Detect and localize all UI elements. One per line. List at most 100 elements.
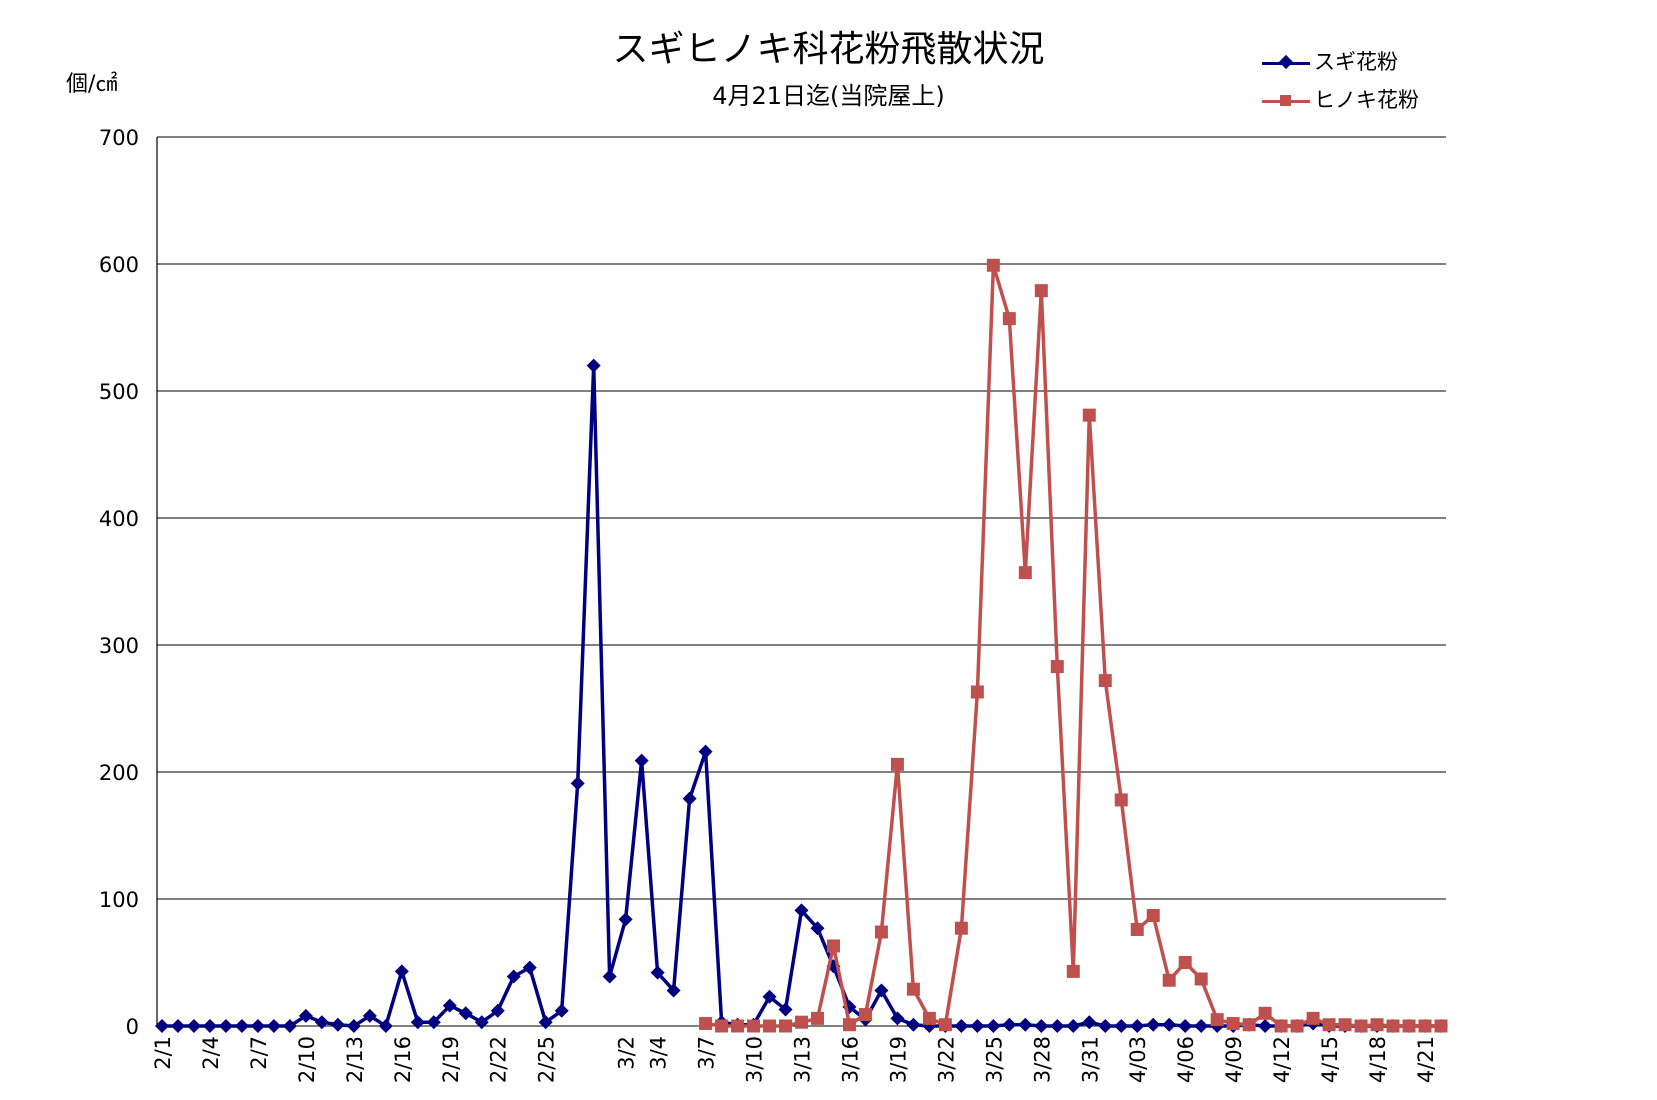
data-point-sugi-39 bbox=[778, 1002, 793, 1017]
x-tick-label-2-16: 2/16 bbox=[391, 1036, 415, 1083]
y-tick-label-700: 700 bbox=[99, 126, 139, 150]
data-point-sugi-21 bbox=[490, 1003, 505, 1018]
x-tick-label-3-4: 3/4 bbox=[647, 1036, 671, 1070]
data-point-sugi-53 bbox=[1002, 1017, 1017, 1032]
data-point-sugi-27 bbox=[586, 358, 601, 373]
data-point-sugi-17 bbox=[426, 1015, 441, 1030]
legend-item-hinoki: ヒノキ花粉 bbox=[1262, 84, 1419, 114]
x-tick-label-2-7: 2/7 bbox=[247, 1036, 271, 1070]
data-point-sugi-31 bbox=[650, 965, 665, 980]
data-point-sugi-20 bbox=[474, 1015, 489, 1030]
data-point-hinoki-71 bbox=[1290, 1019, 1304, 1033]
data-point-sugi-13 bbox=[362, 1008, 377, 1023]
data-point-sugi-11 bbox=[330, 1017, 345, 1032]
data-point-hinoki-58 bbox=[1082, 408, 1096, 422]
data-point-hinoki-56 bbox=[1050, 660, 1064, 674]
legend-swatch-sugi bbox=[1262, 54, 1310, 70]
x-tick-label-4-15: 4/15 bbox=[1318, 1036, 1342, 1083]
data-point-hinoki-63 bbox=[1162, 973, 1176, 987]
chart-title: スギヒノキ科花粉飛散状況 bbox=[612, 29, 1045, 70]
data-point-hinoki-60 bbox=[1114, 793, 1128, 807]
data-point-sugi-2 bbox=[186, 1019, 201, 1033]
data-point-hinoki-69 bbox=[1258, 1006, 1272, 1020]
data-point-sugi-24 bbox=[538, 1015, 553, 1030]
x-tick-label-3-22: 3/22 bbox=[934, 1036, 958, 1083]
data-point-hinoki-35 bbox=[715, 1019, 729, 1033]
series-line-sugi bbox=[162, 363, 1441, 1028]
data-point-sugi-3 bbox=[202, 1019, 217, 1033]
data-point-sugi-69 bbox=[1258, 1019, 1273, 1033]
x-tick-label-2-25: 2/25 bbox=[535, 1036, 559, 1083]
legend-item-sugi: スギ花粉 bbox=[1262, 46, 1398, 76]
data-point-hinoki-65 bbox=[1194, 972, 1208, 986]
x-tick-label-2-19: 2/19 bbox=[439, 1036, 463, 1083]
data-point-sugi-12 bbox=[346, 1019, 361, 1033]
data-point-sugi-0 bbox=[155, 1019, 169, 1033]
legend-label-sugi: スギ花粉 bbox=[1314, 50, 1398, 74]
data-point-sugi-29 bbox=[618, 912, 633, 927]
data-point-sugi-55 bbox=[1034, 1019, 1049, 1033]
legend-swatch-hinoki bbox=[1262, 94, 1310, 108]
x-tick-label-3-10: 3/10 bbox=[743, 1036, 767, 1083]
data-point-sugi-38 bbox=[762, 989, 777, 1004]
data-point-sugi-64 bbox=[1178, 1019, 1193, 1033]
data-point-hinoki-59 bbox=[1098, 674, 1112, 688]
x-tick-label-3-31: 3/31 bbox=[1078, 1036, 1102, 1083]
data-point-hinoki-37 bbox=[747, 1019, 761, 1033]
data-point-sugi-5 bbox=[234, 1019, 249, 1033]
data-point-sugi-4 bbox=[218, 1019, 233, 1033]
data-point-sugi-1 bbox=[170, 1019, 185, 1033]
data-point-hinoki-72 bbox=[1306, 1011, 1320, 1025]
data-point-hinoki-44 bbox=[858, 1008, 872, 1022]
data-point-sugi-22 bbox=[506, 969, 521, 984]
series-line-hinoki bbox=[705, 263, 1441, 1028]
x-tick-label-3-16: 3/16 bbox=[838, 1036, 862, 1083]
legend-label-hinoki: ヒノキ花粉 bbox=[1314, 88, 1419, 112]
data-point-hinoki-41 bbox=[810, 1011, 824, 1025]
y-axis-unit-label: 個/㎠ bbox=[66, 72, 118, 97]
x-tick-label-2-13: 2/13 bbox=[343, 1036, 367, 1083]
data-point-hinoki-64 bbox=[1178, 956, 1192, 969]
x-tick-label-3-7: 3/7 bbox=[695, 1036, 719, 1070]
x-tick-label-2-1: 2/1 bbox=[151, 1036, 175, 1070]
data-point-hinoki-54 bbox=[1018, 566, 1032, 580]
x-tick-label-4-09: 4/09 bbox=[1222, 1036, 1246, 1083]
data-point-hinoki-45 bbox=[874, 925, 888, 939]
chart-subtitle: 4月21日迄(当院屋上) bbox=[712, 82, 945, 110]
data-point-sugi-14 bbox=[378, 1019, 393, 1033]
data-point-sugi-25 bbox=[554, 1003, 569, 1018]
data-point-hinoki-66 bbox=[1210, 1013, 1224, 1027]
data-point-hinoki-53 bbox=[1002, 312, 1016, 326]
data-point-sugi-23 bbox=[522, 960, 537, 975]
data-point-sugi-41 bbox=[810, 921, 825, 936]
data-point-sugi-7 bbox=[266, 1019, 281, 1033]
data-point-sugi-58 bbox=[1082, 1015, 1097, 1030]
x-tick-label-4-21: 4/21 bbox=[1414, 1036, 1438, 1083]
y-tick-label-400: 400 bbox=[99, 507, 139, 531]
data-point-sugi-15 bbox=[394, 964, 409, 979]
data-point-hinoki-79 bbox=[1418, 1019, 1432, 1033]
x-tick-label-2-10: 2/10 bbox=[295, 1036, 319, 1083]
data-point-sugi-16 bbox=[410, 1015, 425, 1030]
x-tick-label-3-2: 3/2 bbox=[615, 1036, 639, 1070]
data-point-hinoki-43 bbox=[842, 1018, 856, 1032]
data-point-sugi-50 bbox=[954, 1019, 969, 1033]
data-point-sugi-8 bbox=[282, 1019, 297, 1033]
data-point-sugi-28 bbox=[602, 969, 617, 984]
data-point-hinoki-73 bbox=[1322, 1018, 1336, 1032]
data-point-hinoki-49 bbox=[938, 1018, 952, 1032]
data-point-sugi-54 bbox=[1018, 1017, 1033, 1032]
data-point-hinoki-38 bbox=[763, 1019, 777, 1033]
data-point-sugi-57 bbox=[1066, 1019, 1081, 1033]
x-tick-label-4-03: 4/03 bbox=[1126, 1036, 1150, 1083]
data-point-hinoki-40 bbox=[795, 1015, 808, 1029]
data-point-hinoki-57 bbox=[1066, 964, 1080, 978]
data-point-hinoki-62 bbox=[1146, 909, 1160, 923]
data-point-sugi-40 bbox=[794, 903, 809, 918]
data-point-sugi-46 bbox=[890, 1011, 905, 1026]
x-tick-label-4-06: 4/06 bbox=[1174, 1036, 1198, 1083]
x-tick-label-2-22: 2/22 bbox=[487, 1036, 511, 1083]
data-point-hinoki-50 bbox=[954, 921, 968, 935]
y-tick-label-100: 100 bbox=[99, 888, 139, 912]
